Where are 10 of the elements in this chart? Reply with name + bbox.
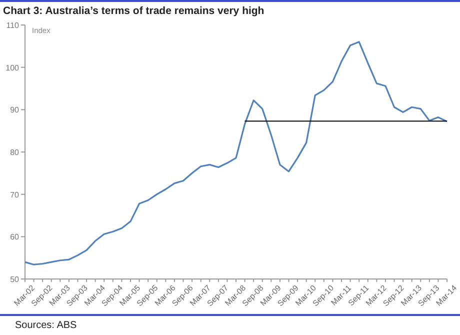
- y-tick-label: 110: [6, 21, 20, 30]
- source-note: Sources: ABS: [15, 320, 78, 331]
- chart-title: Chart 3: Australia’s terms of trade remains very high: [3, 5, 264, 17]
- y-tick-label: 100: [6, 63, 20, 72]
- line-series: [24, 41, 448, 266]
- y-tick-label: 50: [10, 275, 20, 284]
- y-tick-label: 60: [10, 232, 20, 242]
- y-tick-label: 80: [10, 148, 20, 157]
- y-tick-label: 70: [10, 190, 20, 200]
- y-tick-label: 90: [10, 106, 20, 115]
